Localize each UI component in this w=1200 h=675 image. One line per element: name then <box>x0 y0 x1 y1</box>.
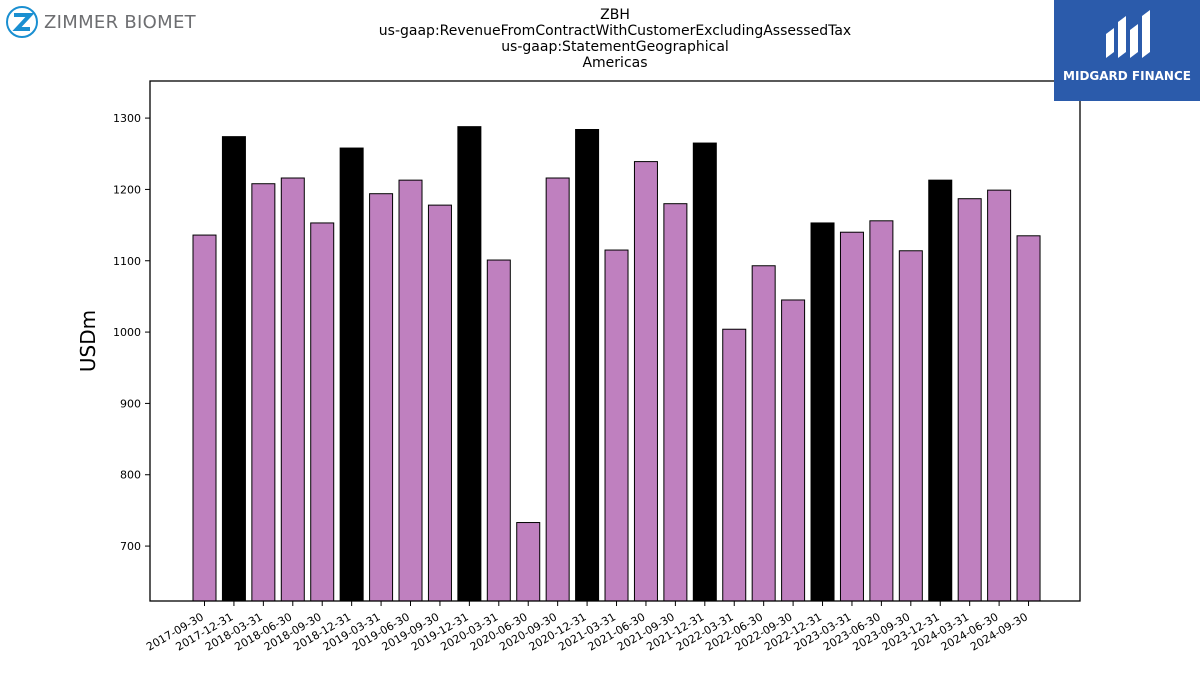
bar-2023-12-31 <box>928 179 953 602</box>
bar-2017-09-30 <box>192 234 217 602</box>
bar-2018-09-30 <box>310 222 335 602</box>
bar-2020-09-30 <box>545 177 570 602</box>
chart-title-ticker: ZBH <box>600 7 630 23</box>
bar-2018-03-31 <box>251 183 276 602</box>
midgard-finance-mark-icon <box>1106 10 1150 58</box>
midgard-finance-logo-text: MIDGARD FINANCE <box>1063 69 1191 83</box>
bar-2024-06-30 <box>987 189 1012 602</box>
y-tick-label-1100: 1100 <box>113 255 141 268</box>
bar-2019-09-30 <box>427 204 452 602</box>
zimmer-biomet-logo-text: ZIMMER BIOMET <box>44 11 196 33</box>
bar-2019-06-30 <box>398 179 423 602</box>
zimmer-biomet-logo: ZIMMER BIOMET <box>6 5 196 39</box>
chart-title-axis: us-gaap:StatementGeographical <box>501 39 729 55</box>
bar-2023-06-30 <box>869 220 894 602</box>
y-tick-label-1000: 1000 <box>113 326 141 339</box>
bar-2021-06-30 <box>633 161 658 602</box>
bar-2023-09-30 <box>898 250 923 602</box>
y-axis-label: USDm <box>76 310 100 372</box>
bar-2022-03-31 <box>722 328 747 602</box>
bar-2018-06-30 <box>280 177 305 602</box>
zimmer-biomet-z-icon <box>6 6 38 38</box>
y-tick-label-1200: 1200 <box>113 183 141 196</box>
bar-2019-12-31 <box>457 126 482 602</box>
bar-2018-12-31 <box>339 147 364 602</box>
bar-2021-03-31 <box>604 249 629 602</box>
bar-2022-12-31 <box>810 222 835 602</box>
y-tick-label-800: 800 <box>120 469 141 482</box>
bar-2021-12-31 <box>692 142 717 602</box>
y-tick-label-700: 700 <box>120 540 141 553</box>
chart-title-member: Americas <box>582 55 648 71</box>
bar-2023-03-31 <box>839 231 864 602</box>
bar-2017-12-31 <box>221 136 246 602</box>
bar-2022-06-30 <box>751 265 776 602</box>
bar-2024-09-30 <box>1016 235 1041 602</box>
y-tick-label-900: 900 <box>120 397 141 410</box>
midgard-finance-logo: MIDGARD FINANCE <box>1054 0 1200 101</box>
y-tick-label-1300: 1300 <box>113 112 141 125</box>
bar-2022-09-30 <box>781 299 806 602</box>
chart-title-concept: us-gaap:RevenueFromContractWithCustomerE… <box>378 23 852 39</box>
bar-2021-09-30 <box>663 203 688 602</box>
bar-2024-03-31 <box>957 198 982 602</box>
bar-2020-12-31 <box>575 129 600 602</box>
bar-2020-03-31 <box>486 259 511 602</box>
bar-2020-06-30 <box>516 522 541 602</box>
plot-frame <box>149 80 1081 602</box>
bar-2019-03-31 <box>369 193 394 602</box>
